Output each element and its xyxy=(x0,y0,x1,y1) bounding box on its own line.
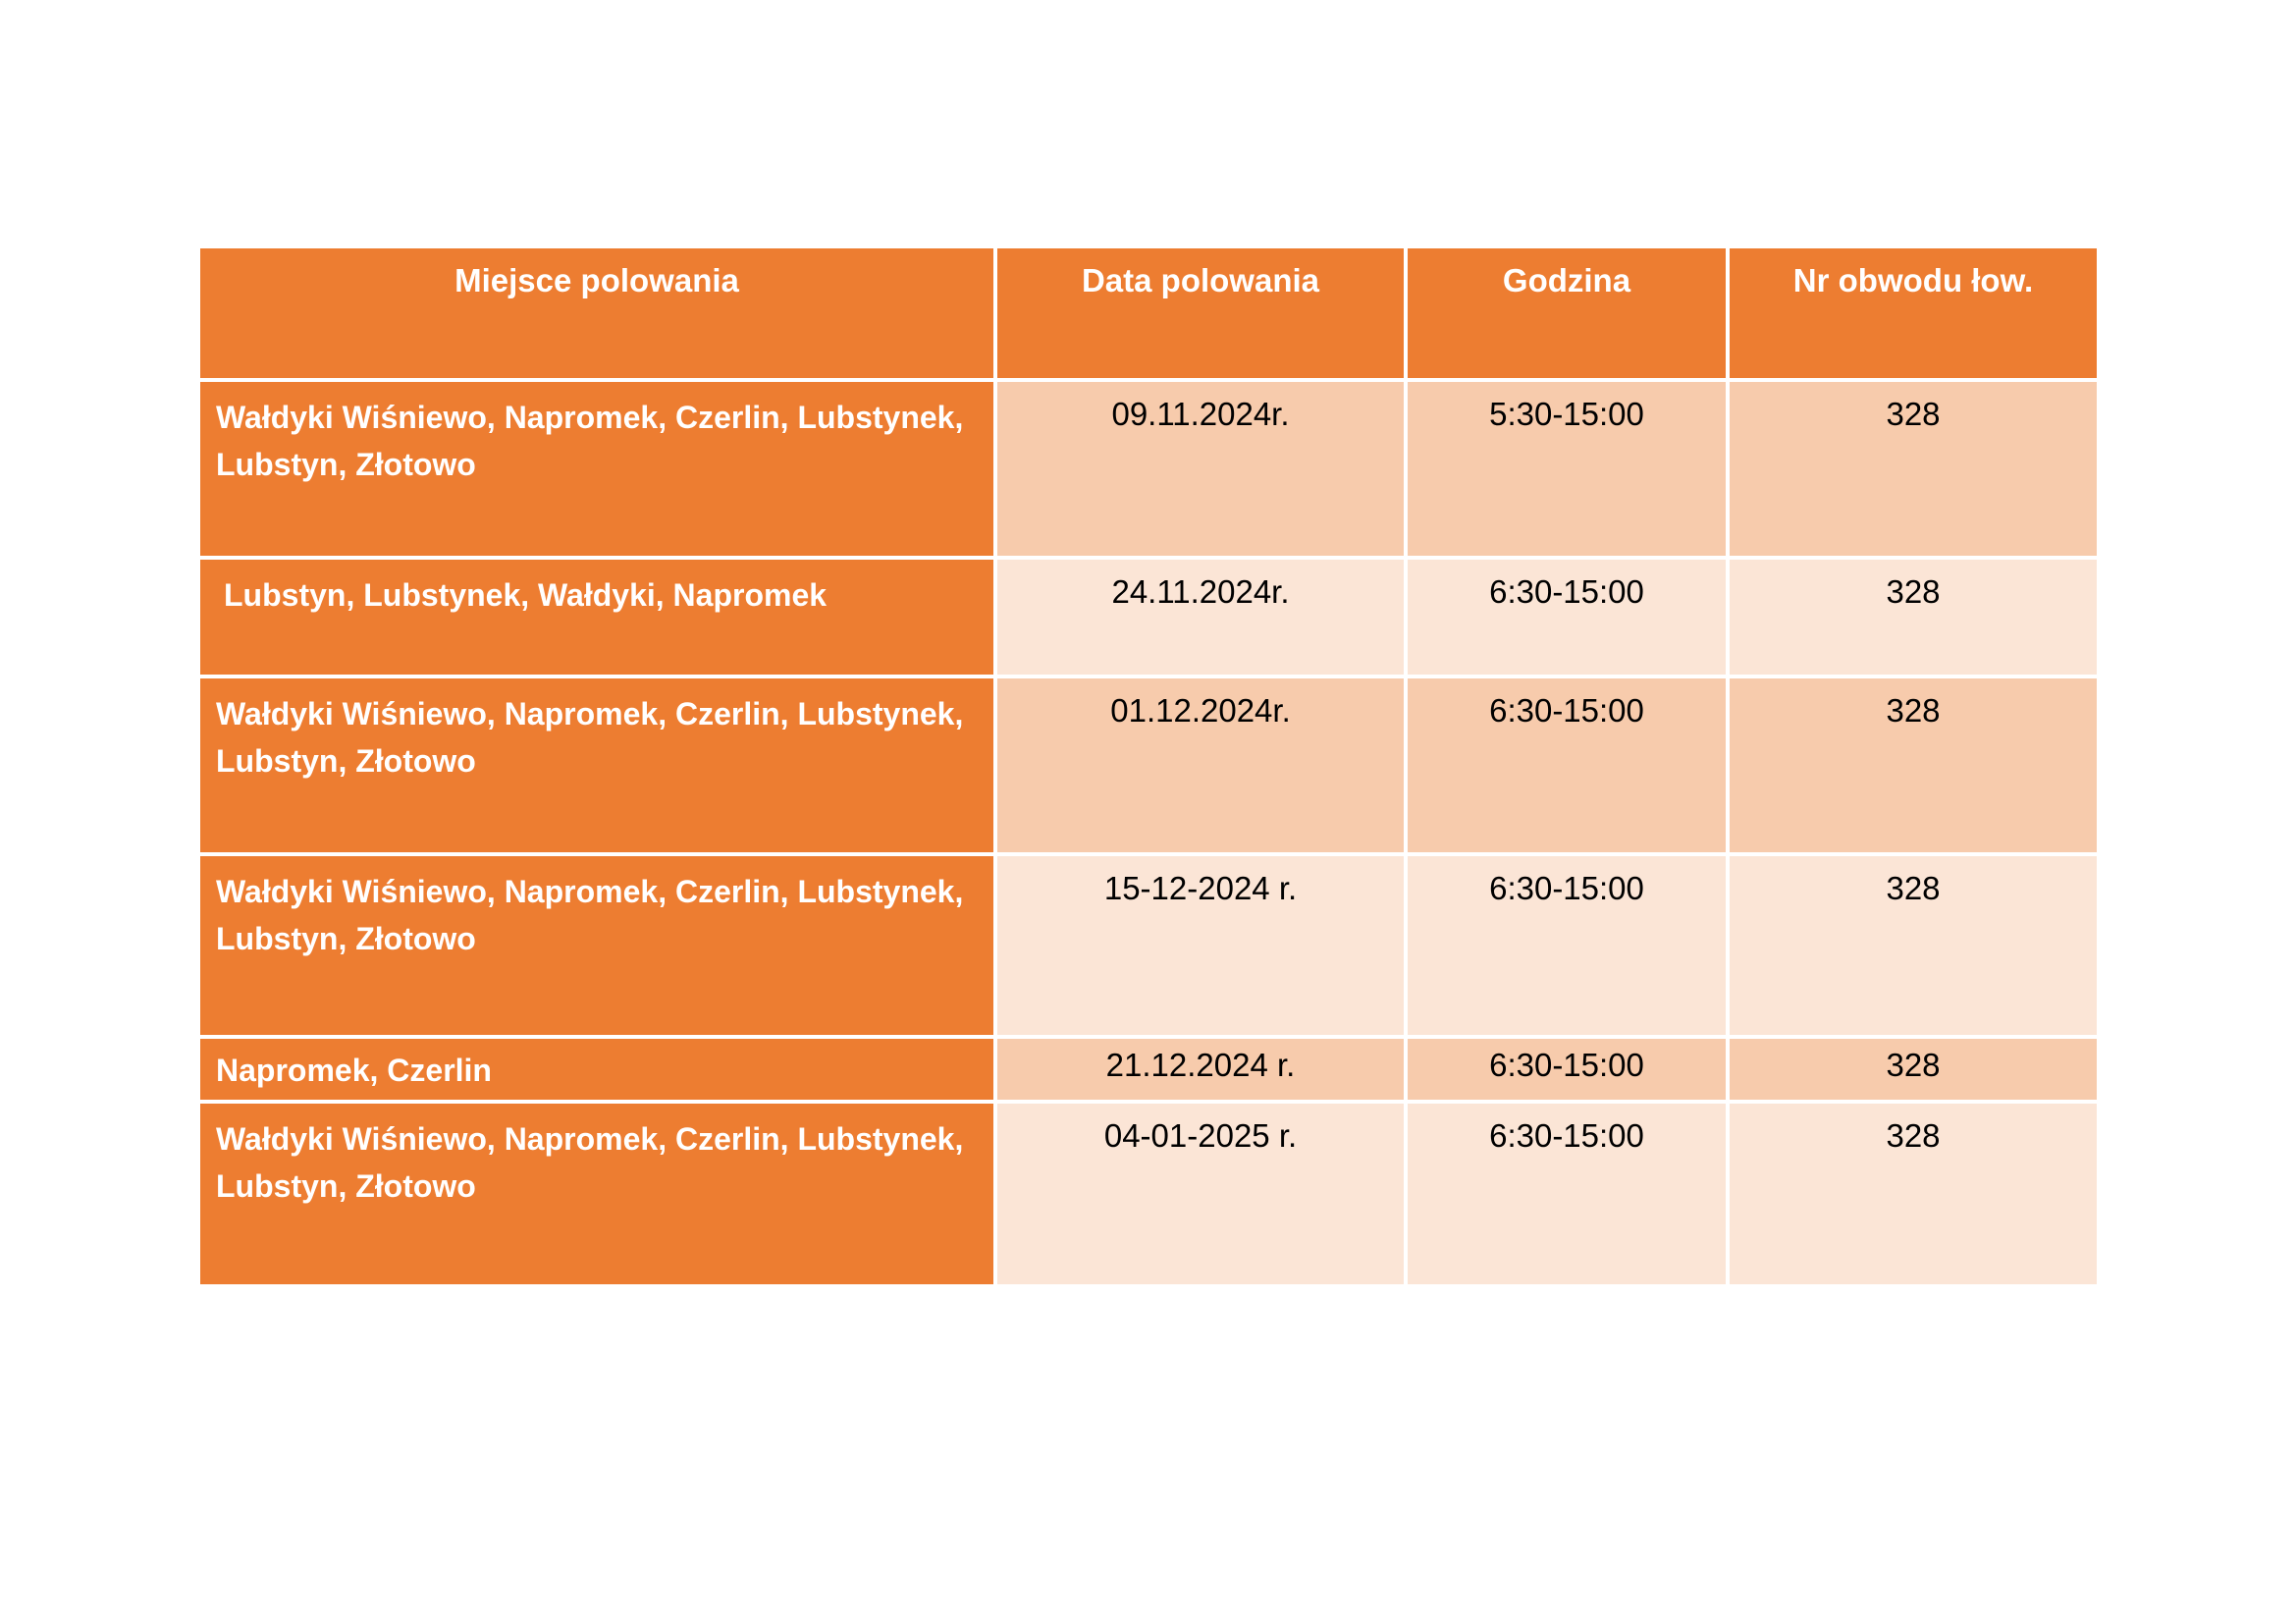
cell-district: 328 xyxy=(1726,675,2101,856)
cell-time: 6:30-15:00 xyxy=(1404,556,1730,678)
cell-time: 5:30-15:00 xyxy=(1404,378,1730,560)
cell-place: Napromek, Czerlin xyxy=(196,1035,997,1104)
table-row: Lubstyn, Lubstynek, Wałdyki, Napromek 24… xyxy=(196,556,2101,678)
table-row: Napromek, Czerlin 21.12.2024 r. 6:30-15:… xyxy=(196,1035,2101,1104)
cell-time: 6:30-15:00 xyxy=(1404,1100,1730,1288)
cell-date: 24.11.2024r. xyxy=(993,556,1408,678)
cell-place: Wałdyki Wiśniewo, Napromek, Czerlin, Lub… xyxy=(196,1100,997,1288)
cell-district: 328 xyxy=(1726,556,2101,678)
hunting-schedule-table: Miejsce polowania Data polowania Godzina… xyxy=(196,244,2101,1288)
cell-date: 09.11.2024r. xyxy=(993,378,1408,560)
cell-place: Lubstyn, Lubstynek, Wałdyki, Napromek xyxy=(196,556,997,678)
table-row: Wałdyki Wiśniewo, Napromek, Czerlin, Lub… xyxy=(196,378,2101,560)
table-row: Wałdyki Wiśniewo, Napromek, Czerlin, Lub… xyxy=(196,1100,2101,1288)
cell-date: 15-12-2024 r. xyxy=(993,852,1408,1039)
table-row: Wałdyki Wiśniewo, Napromek, Czerlin, Lub… xyxy=(196,852,2101,1039)
column-header-place: Miejsce polowania xyxy=(196,244,997,382)
table-header-row: Miejsce polowania Data polowania Godzina… xyxy=(196,244,2101,382)
column-header-time: Godzina xyxy=(1404,244,1730,382)
cell-district: 328 xyxy=(1726,378,2101,560)
column-header-date: Data polowania xyxy=(993,244,1408,382)
cell-place: Wałdyki Wiśniewo, Napromek, Czerlin, Lub… xyxy=(196,852,997,1039)
cell-time: 6:30-15:00 xyxy=(1404,1035,1730,1104)
table-row: Wałdyki Wiśniewo, Napromek, Czerlin, Lub… xyxy=(196,675,2101,856)
cell-time: 6:30-15:00 xyxy=(1404,675,1730,856)
cell-date: 04-01-2025 r. xyxy=(993,1100,1408,1288)
cell-place: Wałdyki Wiśniewo, Napromek, Czerlin, Lub… xyxy=(196,675,997,856)
column-header-district: Nr obwodu łow. xyxy=(1726,244,2101,382)
cell-place: Wałdyki Wiśniewo, Napromek, Czerlin, Lub… xyxy=(196,378,997,560)
cell-district: 328 xyxy=(1726,852,2101,1039)
cell-district: 328 xyxy=(1726,1100,2101,1288)
cell-time: 6:30-15:00 xyxy=(1404,852,1730,1039)
cell-district: 328 xyxy=(1726,1035,2101,1104)
cell-date: 01.12.2024r. xyxy=(993,675,1408,856)
cell-date: 21.12.2024 r. xyxy=(993,1035,1408,1104)
